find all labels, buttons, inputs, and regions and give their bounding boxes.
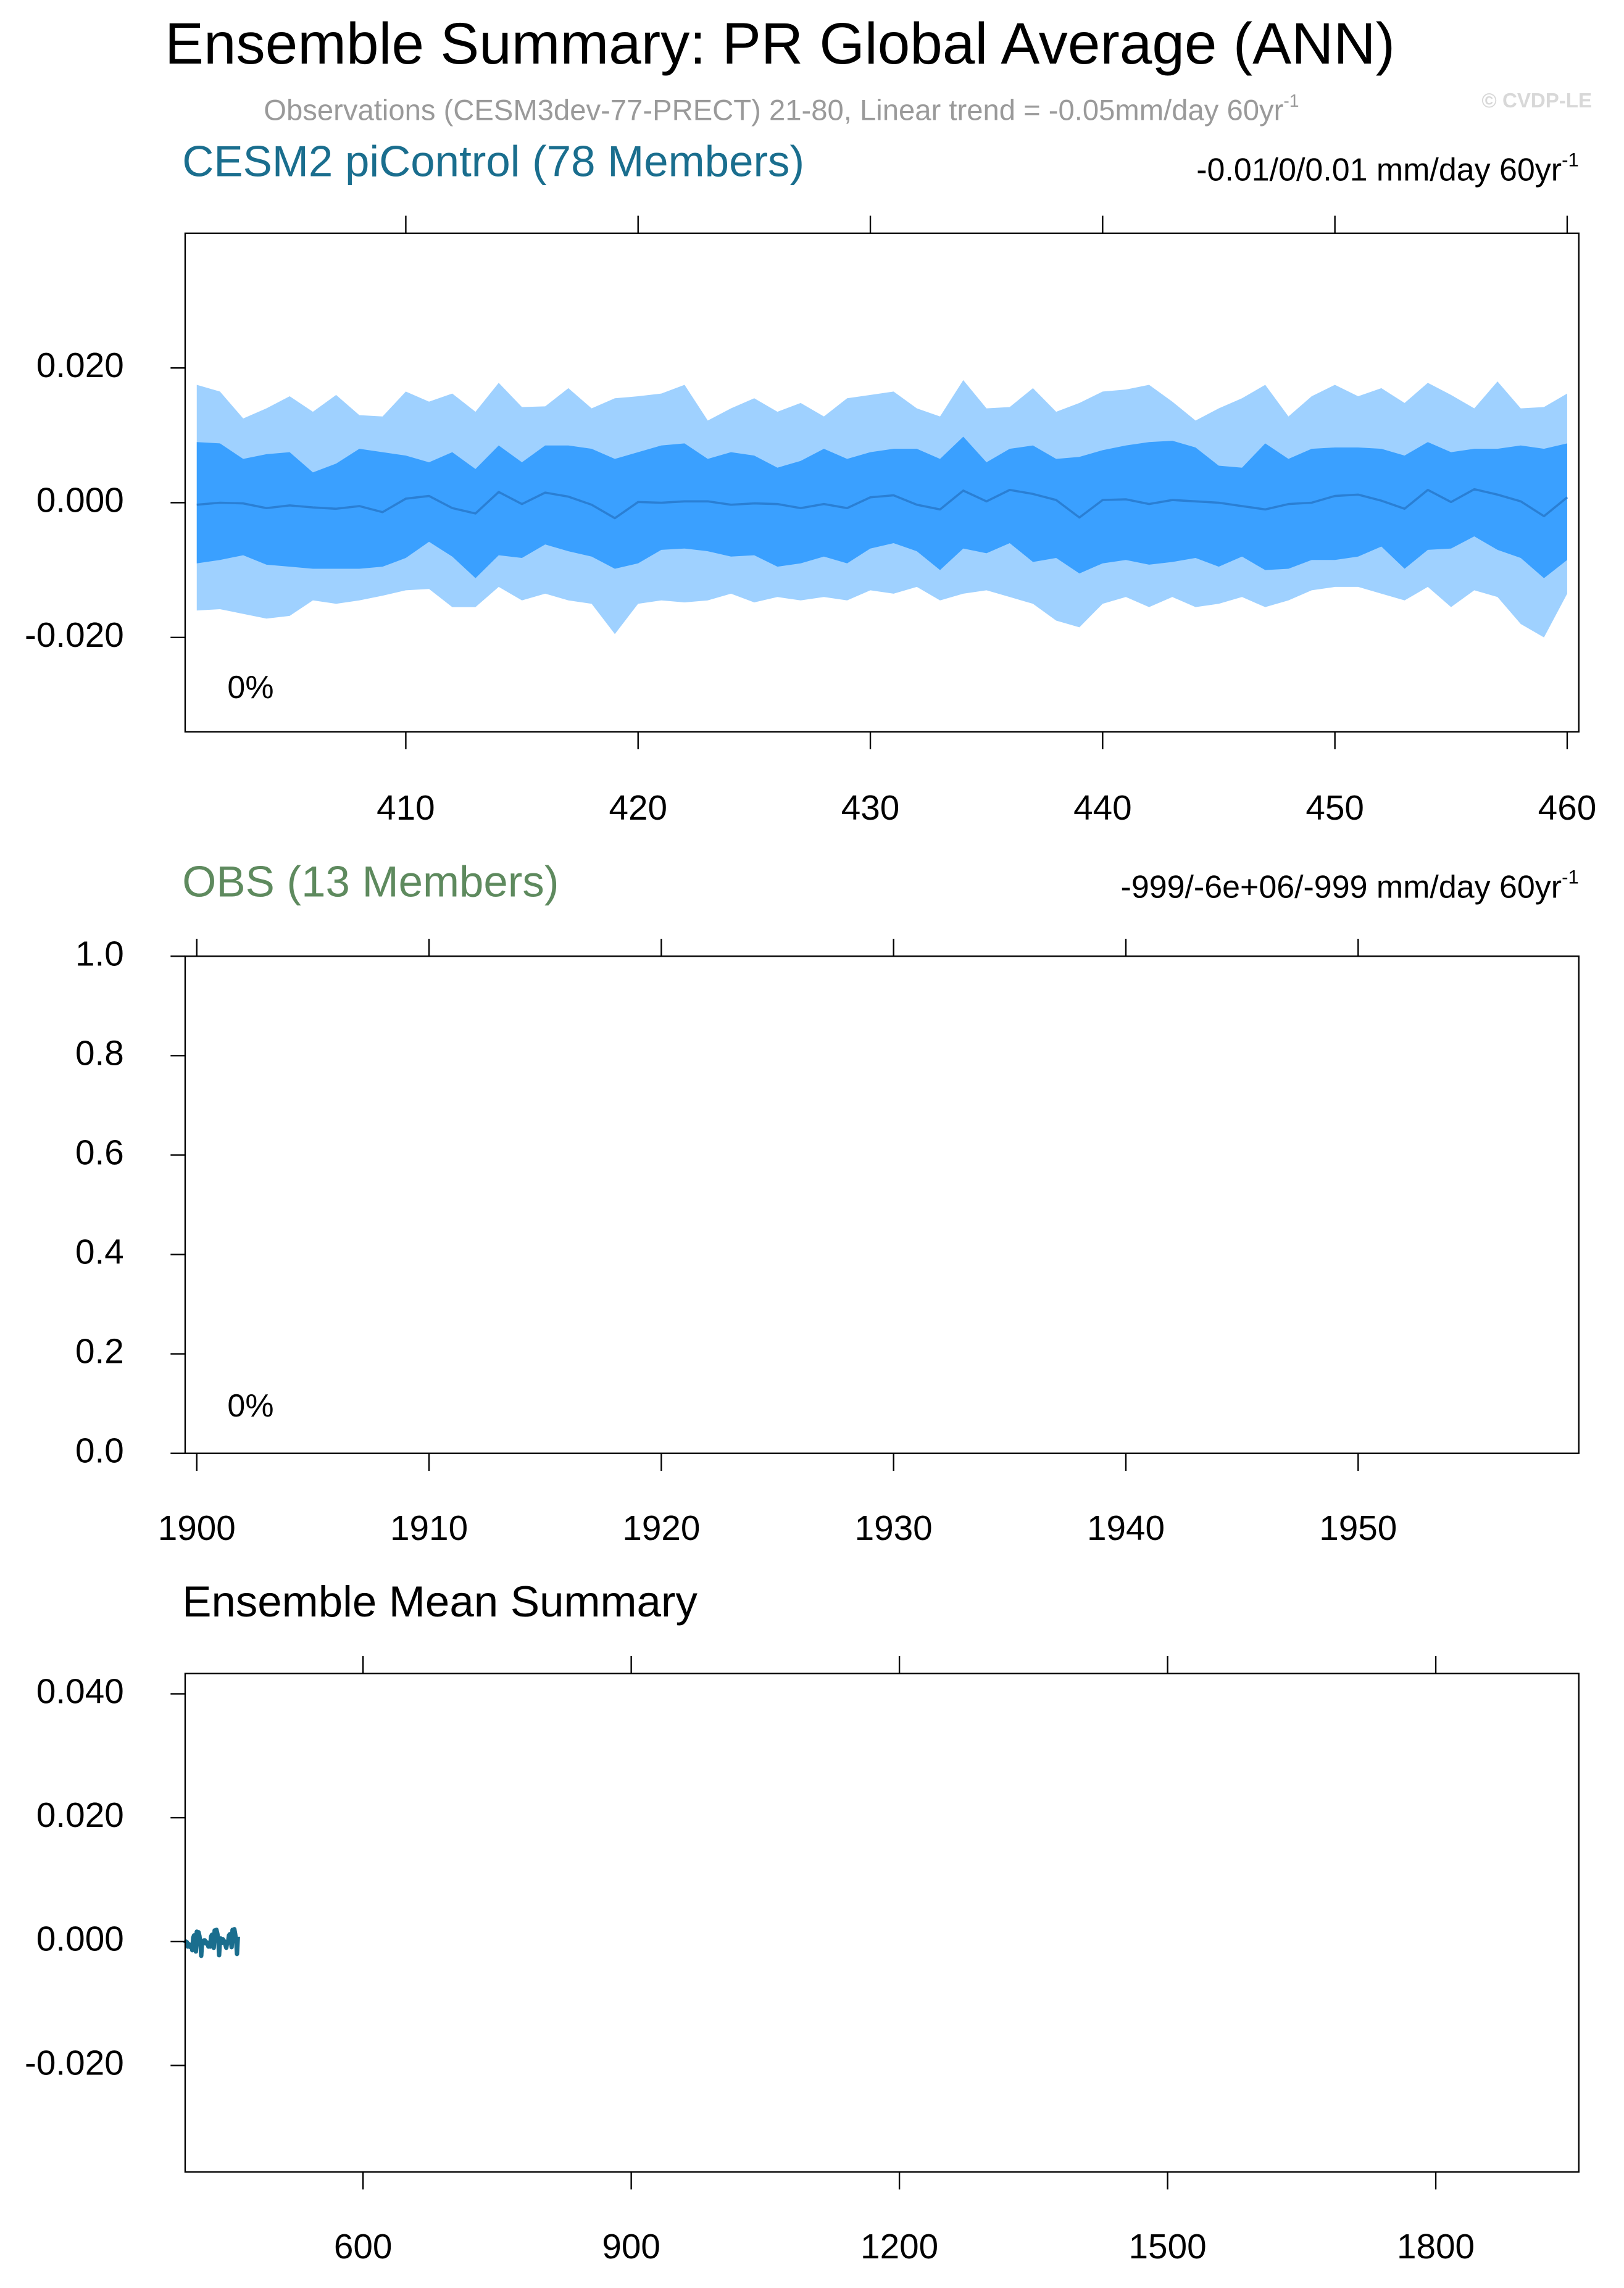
x-tick-label: 1930 <box>855 1509 933 1548</box>
y-tick-label: -0.020 <box>25 2044 124 2082</box>
x-tick-label: 1200 <box>860 2228 938 2266</box>
panel-trend-sup: -1 <box>1562 866 1579 888</box>
y-tick-label: 0.4 <box>75 1233 124 1271</box>
y-tick-label: 0.040 <box>36 1672 124 1711</box>
credit: © CVDP-LE <box>1481 89 1592 112</box>
page-subtitle-sup: -1 <box>1283 91 1299 111</box>
x-tick-label: 1900 <box>158 1509 236 1548</box>
panel-trend-sup: -1 <box>1562 149 1579 170</box>
series-line <box>196 488 1568 520</box>
x-tick-label: 600 <box>334 2228 393 2266</box>
y-tick-label: 1.0 <box>75 934 124 973</box>
panel-trend: -999/-6e+06/-999 mm/day 60yr-1 <box>1121 866 1579 905</box>
x-tick-label: 410 <box>377 789 435 828</box>
y-tick-label: 0.2 <box>75 1333 124 1371</box>
plot-frame <box>184 1673 1580 2173</box>
y-tick-label: 0.020 <box>36 1796 124 1835</box>
x-tick-label: 420 <box>609 789 667 828</box>
x-tick-label: 1910 <box>390 1509 468 1548</box>
annotation: 0% <box>227 1388 273 1424</box>
x-tick-label: 1920 <box>622 1509 700 1548</box>
x-tick-label: 430 <box>841 789 900 828</box>
y-tick-label: 0.8 <box>75 1034 124 1073</box>
panel-trend: -0.01/0/0.01 mm/day 60yr-1 <box>1196 149 1579 188</box>
y-tick-label: 0.020 <box>36 346 124 385</box>
x-tick-label: 440 <box>1073 789 1132 828</box>
y-tick-label: 0.0 <box>75 1432 124 1471</box>
plot-frame <box>184 232 1580 733</box>
plot-frame <box>184 955 1580 1454</box>
annotation: 0% <box>227 670 273 705</box>
series-line <box>183 1927 240 1958</box>
x-tick-label: 1800 <box>1397 2228 1475 2266</box>
panel-title: CESM2 piControl (78 Members) <box>182 138 804 186</box>
y-tick-label: 0.000 <box>36 1920 124 1959</box>
page-title: Ensemble Summary: PR Global Average (ANN… <box>165 11 1395 77</box>
y-tick-label: 0.6 <box>75 1133 124 1172</box>
spread-band <box>196 436 1567 578</box>
x-tick-label: 1500 <box>1129 2228 1207 2266</box>
x-tick-label: 900 <box>602 2228 660 2266</box>
x-tick-label: 1950 <box>1319 1509 1397 1548</box>
x-tick-label: 1940 <box>1087 1509 1165 1548</box>
x-tick-label: 460 <box>1538 789 1597 828</box>
y-tick-label: 0.000 <box>36 481 124 520</box>
x-tick-label: 450 <box>1305 789 1364 828</box>
page-subtitle: Observations (CESM3dev-77-PRECT) 21-80, … <box>264 91 1299 127</box>
panel-title: Ensemble Mean Summary <box>182 1578 697 1626</box>
panel-title: OBS (13 Members) <box>182 857 559 906</box>
y-tick-label: -0.020 <box>25 616 124 655</box>
